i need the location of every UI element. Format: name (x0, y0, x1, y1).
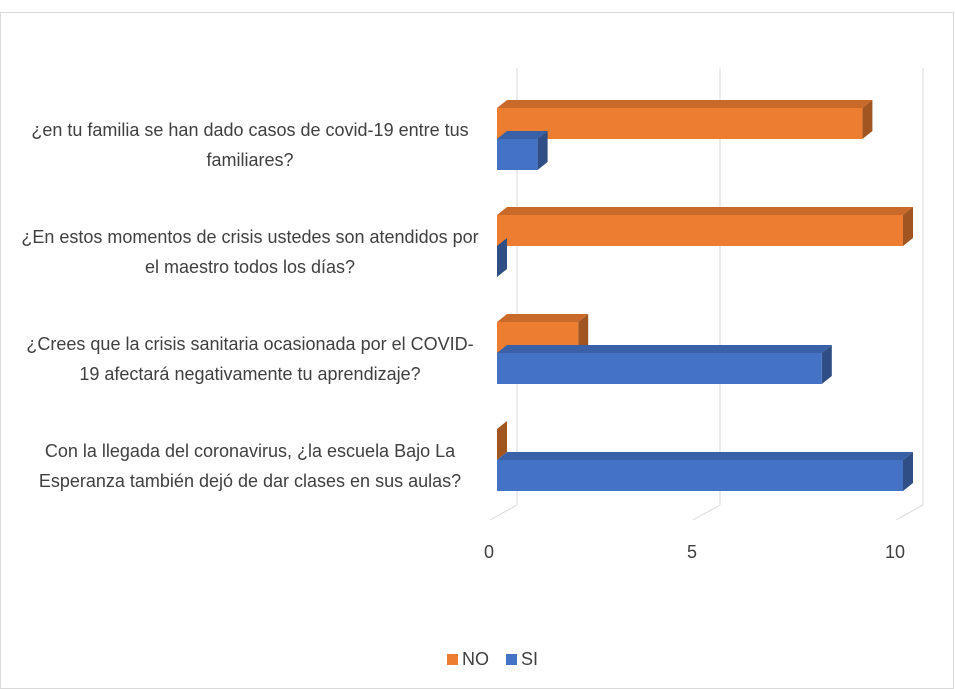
bar-top (497, 452, 913, 460)
grid-line (489, 504, 518, 521)
bar (497, 131, 548, 170)
category-label: Con la llegada del coronavirus, ¿la escu… (38, 441, 462, 491)
bar (497, 421, 507, 460)
bar-side (821, 345, 832, 384)
bar-front (497, 108, 863, 139)
x-tick-label: 5 (687, 542, 697, 562)
category-label: ¿en tu familia se han dado casos de covi… (31, 120, 469, 170)
bar-top (497, 207, 913, 215)
bar-front (497, 353, 822, 384)
grid-line (692, 504, 721, 521)
grid-line (895, 504, 924, 521)
x-tick-label: 0 (484, 542, 494, 562)
bar-side (537, 131, 548, 170)
bar-side (497, 421, 507, 460)
bar-front (497, 139, 538, 170)
bar (497, 207, 913, 246)
bar-front (497, 215, 903, 246)
bar-side (903, 452, 913, 491)
bar-side (497, 238, 507, 277)
legend-label: SI (521, 649, 538, 669)
x-tick-label: 10 (885, 542, 905, 562)
bar-side (903, 207, 913, 246)
bar (497, 345, 832, 384)
bar-top (497, 100, 873, 108)
bar-front (497, 460, 903, 491)
category-label: ¿Crees que la crisis sanitaria ocasionad… (26, 334, 474, 384)
legend-label: NO (462, 649, 489, 669)
legend-swatch (506, 654, 517, 665)
bar-side (862, 100, 873, 139)
bar (497, 238, 507, 277)
bar-side (578, 314, 589, 353)
bar (497, 452, 913, 491)
bar-top (497, 131, 548, 139)
bar-top (497, 345, 832, 353)
bar-top (497, 314, 589, 322)
bar (497, 100, 873, 139)
legend-swatch (447, 654, 458, 665)
category-label: ¿En estos momentos de crisis ustedes son… (21, 227, 479, 277)
